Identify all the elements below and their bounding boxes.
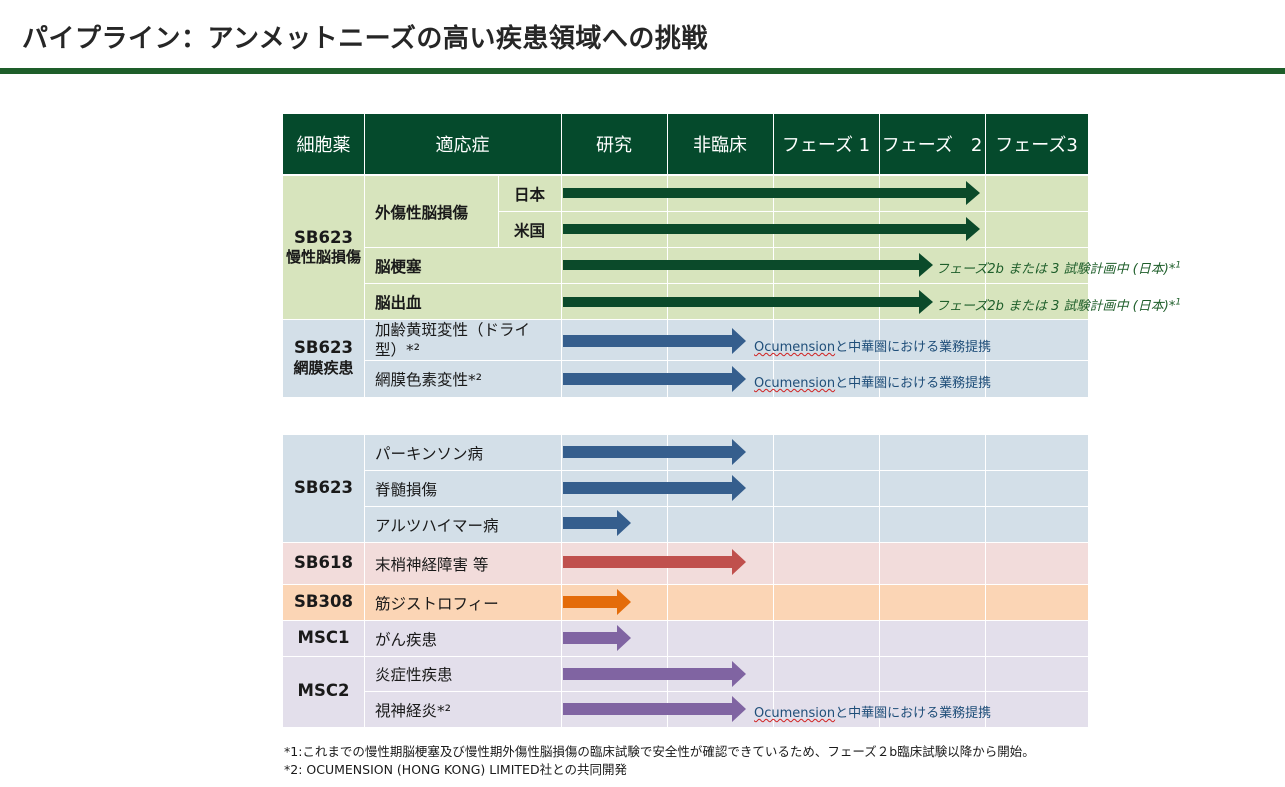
arrow-optic	[563, 696, 746, 722]
grid-line	[283, 584, 1088, 585]
grid-line	[283, 319, 1088, 320]
arrow-tbi-japan	[563, 181, 980, 205]
indication-amd-line2: 型）*²	[375, 341, 420, 359]
grid-line	[667, 114, 668, 397]
header-indication: 適応症	[364, 114, 561, 174]
footnote-1: *1:これまでの慢性期脳梗塞及び慢性期外傷性脳損傷の臨床試験で安全性が確認できて…	[284, 744, 1035, 759]
note-text: フェーズ2b または 3 試験計画中 (日本)*	[936, 262, 1176, 277]
grid-line	[364, 506, 1088, 507]
grid-line	[667, 435, 668, 727]
indication-rp: 網膜色素変性*²	[375, 371, 482, 389]
grid-line	[879, 114, 880, 397]
group-name: SB618	[294, 552, 353, 572]
grid-line	[364, 435, 365, 727]
header-phase2: フェーズ 2	[879, 114, 985, 174]
grid-line	[283, 620, 1088, 621]
indication-sci: 脊髄損傷	[375, 480, 438, 499]
grid-line	[773, 435, 774, 727]
indication-pn: 末梢神経障害 等	[375, 555, 489, 574]
group-subtitle: 慢性脳損傷	[285, 248, 361, 267]
grid-line	[879, 435, 880, 727]
grid-line	[364, 691, 1088, 692]
note-phase2b-hemorrhage: フェーズ2b または 3 試験計画中 (日本)*1	[936, 295, 1181, 314]
page-title: パイプライン：アンメットニーズの高い疾患領域への挑戦	[22, 24, 708, 54]
header-phase1: フェーズ 1	[773, 114, 879, 174]
indication-alzheimer: アルツハイマー病	[375, 516, 499, 535]
arrow-cancer	[563, 625, 631, 651]
note-ocumension-optic: Ocumensionと中華圏における業務提携	[754, 702, 991, 721]
indication-md: 筋ジストロフィー	[375, 594, 499, 613]
title-underline	[0, 68, 1285, 74]
note-sup: 1	[1175, 297, 1182, 308]
arrow-amd	[563, 328, 746, 354]
grid-line	[985, 435, 986, 727]
indication-cancer: がん疾患	[375, 630, 438, 649]
indication-amd: 加齢黄斑変性（ドライ 型）*²	[375, 320, 560, 360]
group-msc1: MSC1	[283, 620, 364, 656]
group-subtitle: 網膜疾患	[293, 358, 354, 377]
note-text: フェーズ2b または 3 試験計画中 (日本)*	[936, 299, 1176, 314]
group-msc2: MSC2	[283, 656, 364, 727]
arrow-sci	[563, 475, 746, 501]
grid-line	[364, 247, 1088, 248]
group-name: SB623	[294, 227, 353, 247]
arrow-tbi-us	[563, 217, 980, 241]
note-phase2b-stroke: フェーズ2b または 3 試験計画中 (日本)*1	[936, 258, 1181, 277]
header-phase3: フェーズ3	[985, 114, 1088, 174]
indication-hemorrhage: 脳出血	[375, 293, 422, 312]
grid-line	[985, 114, 986, 397]
group-sb618: SB618	[283, 542, 364, 584]
indication-stroke: 脳梗塞	[375, 257, 422, 276]
header-drug: 細胞薬	[283, 114, 364, 174]
indication-inflam: 炎症性疾患	[375, 666, 453, 684]
group-name: SB308	[294, 591, 353, 611]
note-sup: 1	[1175, 260, 1182, 271]
note-brand: Ocumension	[754, 706, 836, 721]
arrow-pn	[563, 549, 746, 575]
group-name: SB623	[294, 338, 353, 358]
indication-amd-line1: 加齢黄斑変性（ドライ	[375, 321, 531, 339]
group-sb308: SB308	[283, 584, 364, 620]
grid-line	[773, 114, 774, 397]
arrow-rp	[563, 366, 746, 392]
band-orange	[283, 584, 1088, 620]
header-preclinical: 非臨床	[667, 114, 773, 174]
grid-line	[283, 656, 1088, 657]
arrow-parkinson	[563, 439, 746, 465]
footnote-2: *2: OCUMENSION (HONG KONG) LIMITED社との共同開…	[284, 762, 627, 777]
grid-line	[364, 360, 1088, 361]
group-name: MSC2	[297, 681, 350, 701]
arrow-stroke	[563, 253, 933, 277]
region-us: 米国	[513, 221, 545, 240]
grid-line	[561, 114, 562, 397]
grid-line	[561, 435, 562, 727]
group-name: SB623	[294, 478, 353, 498]
grid-line	[498, 211, 1088, 212]
arrow-hemorrhage	[563, 290, 933, 314]
note-ocumension-rp: Ocumensionと中華圏における業務提携	[754, 372, 991, 391]
note-text: と中華圏における業務提携	[835, 376, 992, 391]
group-sb623-retina: SB623 網膜疾患	[283, 319, 364, 397]
grid-line	[364, 114, 365, 397]
note-brand: Ocumension	[754, 376, 836, 391]
arrow-inflam	[563, 661, 746, 687]
indication-tbi: 外傷性脳損傷	[375, 203, 469, 222]
region-japan: 日本	[513, 185, 545, 204]
note-text: と中華圏における業務提携	[835, 340, 992, 355]
indication-parkinson: パーキンソン病	[375, 444, 484, 463]
note-brand: Ocumension	[754, 340, 836, 355]
note-ocumension-amd: Ocumensionと中華圏における業務提携	[754, 336, 991, 355]
header-research: 研究	[561, 114, 667, 174]
arrow-md	[563, 589, 631, 615]
grid-line	[364, 283, 1088, 284]
grid-line	[364, 470, 1088, 471]
grid-line	[283, 542, 1088, 543]
group-sb623-chronic: SB623 慢性脳損傷	[283, 176, 364, 319]
group-sb623: SB623	[283, 435, 364, 542]
group-name: MSC1	[297, 627, 350, 647]
arrow-alzheimer	[563, 510, 631, 536]
indication-optic: 視神経炎*²	[375, 701, 451, 720]
note-text: と中華圏における業務提携	[835, 706, 992, 721]
